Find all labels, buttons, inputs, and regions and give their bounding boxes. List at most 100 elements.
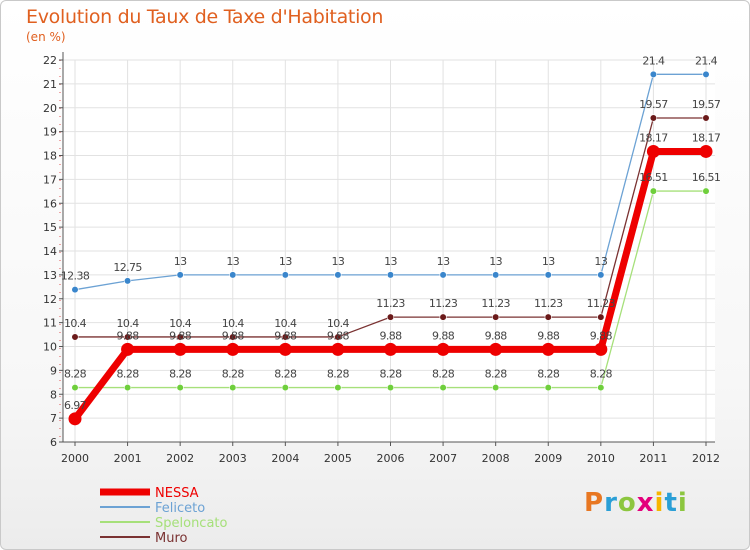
data-point <box>281 333 289 341</box>
data-point <box>492 383 500 392</box>
data-label: 9.88 <box>379 329 402 342</box>
y-tick-label: 8 <box>50 388 57 401</box>
y-tick-label: 18 <box>43 150 57 163</box>
data-label: 21.4 <box>642 54 665 67</box>
data-label: 19.57 <box>639 98 668 111</box>
x-tick-label: 2000 <box>61 452 89 465</box>
data-point <box>68 412 82 426</box>
data-label: 13 <box>594 255 607 268</box>
y-tick-label: 11 <box>43 317 57 330</box>
data-point <box>71 286 79 294</box>
y-tick-label: 21 <box>43 78 57 91</box>
y-tick-label: 7 <box>50 412 57 425</box>
data-label: 8.28 <box>117 368 140 381</box>
data-point <box>702 187 710 195</box>
data-point <box>544 271 552 279</box>
data-label: 11.23 <box>429 297 458 310</box>
data-label: 10.4 <box>64 317 87 330</box>
y-tick-label: 19 <box>43 126 57 139</box>
x-tick-label: 2010 <box>587 452 615 465</box>
data-point <box>384 342 397 356</box>
x-tick-label: 2004 <box>271 452 299 465</box>
data-label: 21.4 <box>695 54 718 67</box>
chart-unit-label: (en %) <box>26 30 66 44</box>
data-point <box>702 114 710 122</box>
data-point <box>123 277 132 285</box>
data-label: 10.4 <box>169 317 192 330</box>
data-label: 8.28 <box>537 368 560 381</box>
data-point <box>123 383 132 392</box>
data-point <box>439 271 447 279</box>
data-label: 10.4 <box>117 317 140 330</box>
data-point <box>176 383 184 392</box>
data-label: 8.28 <box>327 368 350 381</box>
data-label: 11.23 <box>534 297 563 310</box>
data-point <box>281 383 289 392</box>
y-tick-label: 12 <box>43 293 57 306</box>
x-tick-label: 2006 <box>377 452 405 465</box>
data-label: 11.23 <box>587 297 616 310</box>
x-tick-label: 2007 <box>429 452 457 465</box>
data-point <box>649 114 658 122</box>
x-tick-label: 2011 <box>639 452 667 465</box>
legend-label: Feliceto <box>155 501 205 516</box>
data-point <box>544 383 552 392</box>
data-label: 8.28 <box>169 368 192 381</box>
labels-speloncato: 8.28 8.28 8.28 8.28 8.28 8.28 8.28 8.28 8.28 8.28… <box>64 171 721 381</box>
data-point <box>439 383 447 392</box>
data-label: 10.4 <box>222 317 245 330</box>
data-label: 8.28 <box>222 368 245 381</box>
data-label: 18.17 <box>639 131 668 144</box>
series-nessa <box>68 144 713 426</box>
data-point <box>492 271 500 279</box>
data-point <box>71 333 79 341</box>
data-label: 11.23 <box>481 297 510 310</box>
data-point <box>278 342 292 356</box>
data-point <box>176 333 184 341</box>
x-tick-label: 2012 <box>692 452 720 465</box>
data-point <box>71 383 79 392</box>
data-point <box>699 144 713 158</box>
data-label: 8.28 <box>379 368 402 381</box>
data-label: 9.88 <box>485 329 508 342</box>
data-point <box>331 342 345 356</box>
data-point <box>173 342 187 356</box>
data-point <box>436 342 450 356</box>
data-label: 13 <box>489 255 502 268</box>
data-point <box>597 313 605 321</box>
data-label: 8.28 <box>485 368 508 381</box>
data-point <box>649 187 658 195</box>
data-label: 9.88 <box>590 329 613 342</box>
data-label: 13 <box>542 255 555 268</box>
y-tick-label: 10 <box>43 341 57 354</box>
data-label: 11.23 <box>376 297 405 310</box>
data-point <box>176 271 184 279</box>
series-muro <box>71 114 710 341</box>
data-label: 13 <box>332 255 345 268</box>
chart-title: Evolution du Taux de Taxe d'Habitation <box>26 6 384 28</box>
legend-label: Speloncato <box>155 516 228 531</box>
data-label: 9.88 <box>327 329 350 342</box>
data-label: 9.88 <box>537 329 560 342</box>
data-label: 10.4 <box>327 317 350 330</box>
data-label: 19.57 <box>692 98 721 111</box>
data-label: 9.88 <box>274 329 297 342</box>
y-tick-label: 20 <box>43 102 57 115</box>
data-point <box>229 333 237 341</box>
data-point <box>386 383 395 392</box>
data-point <box>541 342 555 356</box>
data-label: 13 <box>384 255 397 268</box>
data-label: 8.28 <box>432 368 455 381</box>
y-tick-label: 16 <box>43 197 57 210</box>
data-label: 8.28 <box>274 368 297 381</box>
data-label: 16.51 <box>639 171 668 184</box>
data-label: 13 <box>437 255 450 268</box>
labels-muro: 10.4 10.4 10.4 10.4 10.4 10.4 11.23 11.23 11.23 1… <box>64 98 721 330</box>
data-label: 9.88 <box>432 329 455 342</box>
data-label: 9.88 <box>222 329 245 342</box>
x-tick-label: 2005 <box>324 452 352 465</box>
data-label: 9.88 <box>117 329 140 342</box>
x-tick-label: 2009 <box>534 452 562 465</box>
data-point <box>649 70 658 78</box>
